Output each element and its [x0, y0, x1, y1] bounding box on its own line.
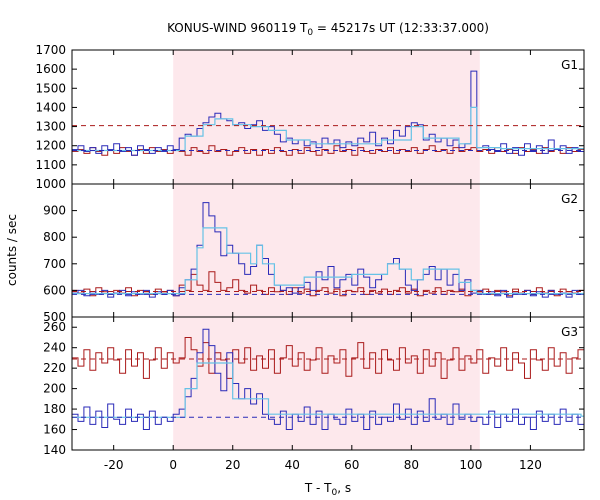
series-fit	[72, 227, 584, 295]
y-tick-label: 1300	[35, 120, 66, 134]
y-axis-title: counts / sec	[5, 214, 19, 286]
y-tick-label: 200	[43, 382, 66, 396]
x-tick-label: 80	[404, 458, 419, 472]
x-tick-label: 20	[225, 458, 240, 472]
series-fit	[72, 362, 584, 418]
burst-interval-shading	[173, 50, 480, 184]
burst-interval-shading	[173, 184, 480, 317]
burst-interval-shading	[173, 317, 480, 450]
y-tick-label: 220	[43, 361, 66, 375]
y-tick-label: 1600	[35, 62, 66, 76]
series-primary	[72, 202, 584, 298]
y-tick-label: 140	[43, 443, 66, 457]
series-primary	[72, 70, 584, 156]
panel-label: G1	[561, 58, 578, 72]
y-tick-label: 160	[43, 423, 66, 437]
y-tick-label: 1100	[35, 158, 66, 172]
series-group	[72, 70, 584, 156]
x-tick-label: 100	[459, 458, 482, 472]
panels-group: 1000 1100 1200 1300 1400 1500 1600 1700 G1 500 600…	[35, 43, 585, 457]
y-tick-label: 900	[43, 204, 66, 218]
series-primary	[72, 328, 584, 430]
x-axis-title: T - T0, s	[304, 481, 351, 498]
panel-label: G2	[561, 192, 578, 206]
series-secondary	[72, 271, 584, 297]
panel-g3: 140 160 180 200 220 240 260 G3	[43, 316, 585, 457]
series-secondary	[72, 337, 584, 379]
y-tick-label: 1700	[35, 43, 66, 57]
panel-frame	[71, 316, 585, 451]
y-tick-label: 1200	[35, 139, 66, 153]
x-axis: -20 0 20 40 60 80 100 120	[104, 458, 542, 472]
panel-g1: 1000 1100 1200 1300 1400 1500 1600 1700 G1	[35, 43, 585, 191]
y-tick-label: 800	[43, 230, 66, 244]
series-group	[72, 202, 584, 298]
panel-g2: 500 600 700 800 900 G2	[43, 183, 585, 324]
y-tick-label: 1500	[35, 81, 66, 95]
x-tick-label: 60	[344, 458, 359, 472]
y-tick-label: 1000	[35, 177, 66, 191]
series-fit	[72, 106, 584, 152]
y-tick-label: 240	[43, 341, 66, 355]
y-tick-label: 180	[43, 402, 66, 416]
panel-label: G3	[561, 325, 578, 339]
x-tick-label: 0	[169, 458, 177, 472]
x-tick-label: 120	[519, 458, 542, 472]
x-tick-label: 40	[285, 458, 300, 472]
y-tick-label: 500	[43, 310, 66, 324]
y-tick-label: 1400	[35, 100, 66, 114]
chart-title: KONUS-WIND 960119 T0 = 45217s UT (12:33:…	[167, 21, 489, 38]
x-tick-label: -20	[104, 458, 124, 472]
y-tick-label: 700	[43, 257, 66, 271]
series-group	[72, 328, 584, 430]
y-tick-label: 260	[43, 320, 66, 334]
y-tick-label: 600	[43, 283, 66, 297]
